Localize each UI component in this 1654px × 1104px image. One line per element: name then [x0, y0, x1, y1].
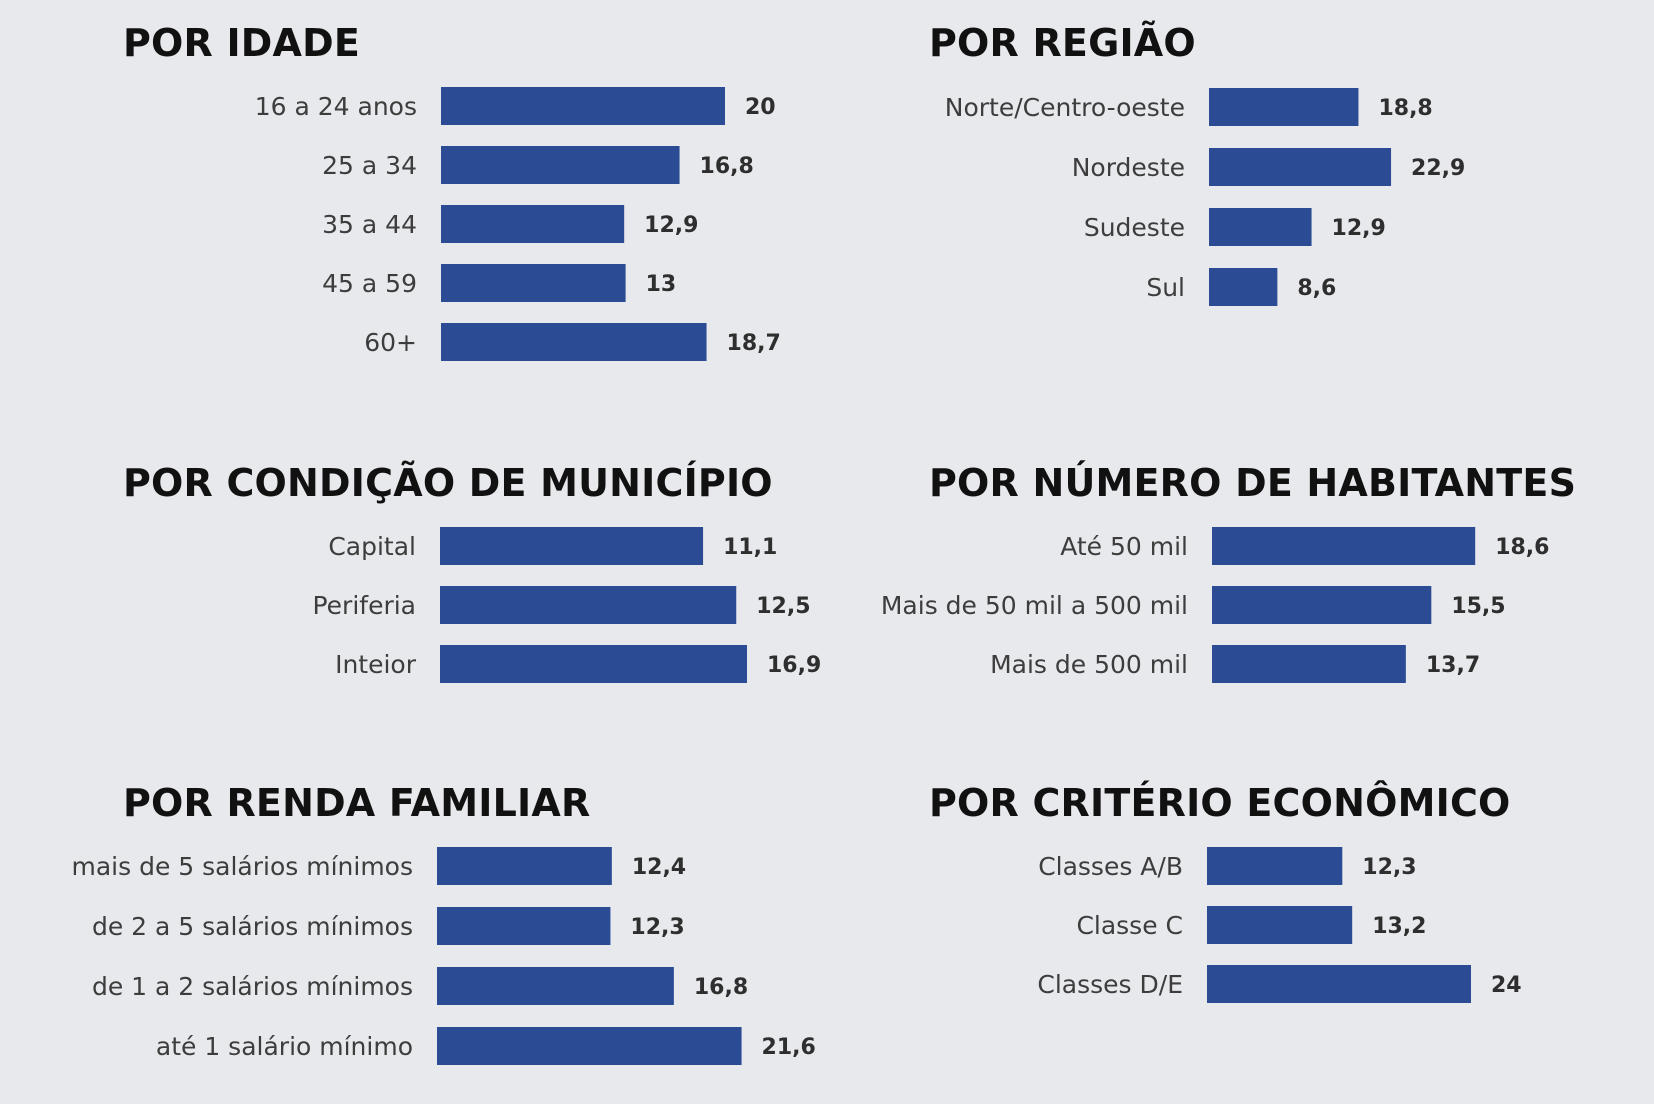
- value-label: 22,9: [1411, 156, 1465, 181]
- bar-0: [437, 847, 612, 885]
- category-label: Sudeste: [1084, 213, 1185, 242]
- category-label: Nordeste: [1072, 153, 1185, 182]
- category-label: 25 a 34: [322, 151, 417, 180]
- category-label: de 2 a 5 salários mínimos: [92, 912, 413, 941]
- category-label: Mais de 500 mil: [990, 650, 1188, 679]
- value-label: 11,1: [723, 535, 777, 560]
- chart-title: POR REGIÃO: [929, 21, 1196, 65]
- bar-2: [440, 645, 747, 683]
- bar-1: [1212, 586, 1432, 624]
- bar-2: [1207, 965, 1471, 1003]
- category-label: Inteior: [335, 650, 417, 679]
- value-label: 16,9: [767, 653, 821, 678]
- bar-1: [1207, 906, 1353, 944]
- chart-title: POR NÚMERO DE HABITANTES: [929, 461, 1577, 505]
- bar-0: [1207, 847, 1343, 885]
- category-label: Mais de 50 mil a 500 mil: [881, 591, 1188, 620]
- value-label: 15,5: [1451, 594, 1505, 619]
- chart-svg: 16 a 24 anos 20 25 a 34 16,8 35 a 44 12,9 45 a…: [255, 87, 781, 361]
- category-label: Capital: [328, 532, 416, 561]
- value-label: 12,5: [756, 594, 810, 619]
- category-label: 35 a 44: [322, 210, 417, 239]
- value-label: 8,6: [1297, 276, 1336, 301]
- bar-1: [441, 146, 680, 184]
- category-label: mais de 5 salários mínimos: [71, 852, 413, 881]
- category-label: 60+: [364, 328, 417, 357]
- category-label: Classe C: [1076, 911, 1183, 940]
- category-label: Sul: [1146, 273, 1185, 302]
- chart-panel-condicao-municipio: POR CONDIÇÃO DE MUNICÍPIO Capital 11,1 Per…: [0, 440, 827, 740]
- value-label: 18,6: [1495, 535, 1549, 560]
- chart-svg: mais de 5 salários mínimos 12,4 de 2 a 5 s…: [71, 847, 816, 1065]
- bar-3: [437, 1027, 742, 1065]
- chart-panel-regiao: POR REGIÃO Norte/Centro-oeste 18,8 Nordest…: [827, 0, 1654, 420]
- bar-2: [1209, 208, 1312, 246]
- value-label: 13,7: [1426, 653, 1480, 678]
- chart-svg: Classes A/B 12,3 Classe C 13,2 Classes D/E 24: [1037, 847, 1522, 1003]
- value-label: 24: [1491, 973, 1522, 998]
- bar-2: [1212, 645, 1406, 683]
- chart-title: POR CRITÉRIO ECONÔMICO: [929, 781, 1511, 825]
- chart-panel-criterio-economico: POR CRITÉRIO ECONÔMICO Classes A/B 12,3 Cl…: [827, 760, 1654, 1104]
- value-label: 16,8: [700, 154, 754, 179]
- bar-2: [441, 205, 625, 243]
- value-label: 12,3: [630, 915, 684, 940]
- category-label: Até 50 mil: [1060, 532, 1188, 561]
- chart-title: POR CONDIÇÃO DE MUNICÍPIO: [123, 461, 773, 505]
- category-label: 16 a 24 anos: [255, 92, 417, 121]
- chart-title: POR IDADE: [123, 21, 361, 65]
- bar-1: [437, 907, 611, 945]
- category-label: 45 a 59: [322, 269, 417, 298]
- chart-panel-numero-habitantes: POR NÚMERO DE HABITANTES Até 50 mil 18,6 M…: [827, 440, 1654, 740]
- value-label: 18,8: [1378, 96, 1432, 121]
- category-label: Classes A/B: [1038, 852, 1183, 881]
- value-label: 21,6: [762, 1035, 816, 1060]
- bar-0: [1209, 88, 1359, 126]
- category-label: Norte/Centro-oeste: [945, 93, 1185, 122]
- bar-2: [437, 967, 674, 1005]
- value-label: 16,8: [694, 975, 748, 1000]
- category-label: Periferia: [312, 591, 416, 620]
- chart-svg: Capital 11,1 Periferia 12,5 Inteior 16,9: [312, 527, 821, 683]
- value-label: 12,3: [1362, 855, 1416, 880]
- bar-0: [441, 87, 725, 125]
- category-label: de 1 a 2 salários mínimos: [92, 972, 413, 1001]
- bar-3: [1209, 268, 1278, 306]
- chart-svg: Norte/Centro-oeste 18,8 Nordeste 22,9 Sudest…: [945, 88, 1465, 306]
- bar-0: [440, 527, 704, 565]
- chart-panel-idade: POR IDADE 16 a 24 anos 20 25 a 34 16,8 35 a …: [0, 0, 827, 420]
- chart-panel-renda-familiar: POR RENDA FAMILIAR mais de 5 salários mí…: [0, 760, 827, 1104]
- value-label: 13: [646, 272, 677, 297]
- category-label: até 1 salário mínimo: [156, 1032, 413, 1061]
- value-label: 13,2: [1372, 914, 1426, 939]
- value-label: 12,9: [1332, 216, 1386, 241]
- chart-svg: Até 50 mil 18,6 Mais de 50 mil a 500 mil 15…: [881, 527, 1549, 683]
- value-label: 20: [745, 95, 776, 120]
- bar-0: [1212, 527, 1476, 565]
- bar-3: [441, 264, 626, 302]
- value-label: 12,9: [644, 213, 698, 238]
- category-label: Classes D/E: [1037, 970, 1183, 999]
- value-label: 12,4: [632, 855, 686, 880]
- bar-4: [441, 323, 707, 361]
- chart-title: POR RENDA FAMILIAR: [123, 781, 591, 825]
- bar-1: [1209, 148, 1392, 186]
- value-label: 18,7: [727, 331, 781, 356]
- bar-1: [440, 586, 737, 624]
